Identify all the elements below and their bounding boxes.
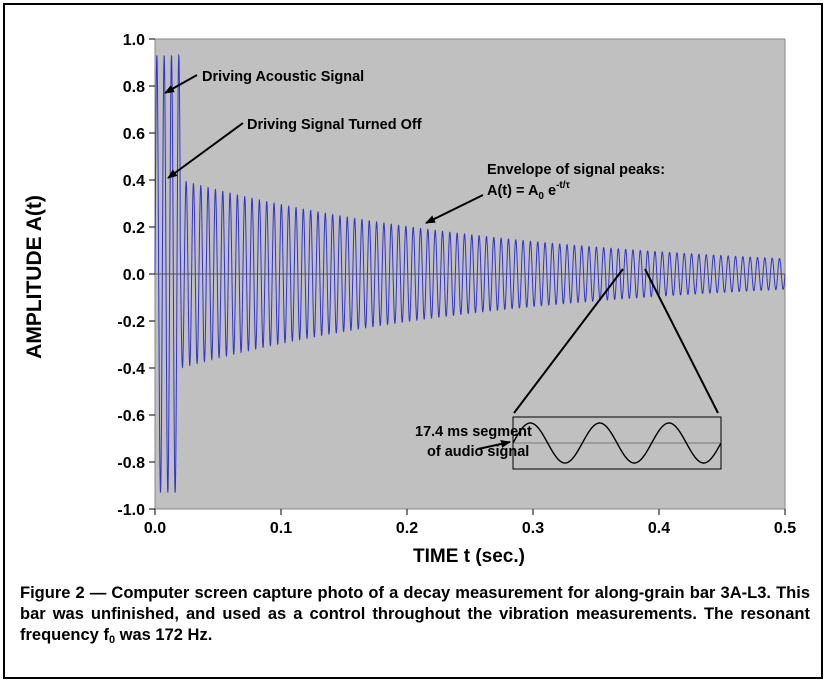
x-tick-label: 0.4 — [648, 520, 670, 537]
annotation-envelope: Envelope of signal peaks: A(t) = A0 e-t/… — [425, 162, 665, 224]
y-tick-label: 0.2 — [123, 220, 145, 237]
x-axis-label: TIME t (sec.) — [413, 546, 525, 567]
y-tick-label: 0.4 — [123, 173, 145, 190]
y-tick-label: -0.2 — [117, 314, 145, 331]
x-tick-label: 0.3 — [522, 520, 544, 537]
svg-text:Driving Acoustic Signal: Driving Acoustic Signal — [202, 69, 364, 85]
decay-chart: 1.0 0.8 0.6 0.4 0.2 0.0 -0.2 -0.4 -0.6 -0.8 -1.0 0… — [23, 32, 796, 567]
figure-caption: Figure 2 — Computer screen capture photo… — [20, 584, 810, 646]
y-tick-label: -1.0 — [117, 502, 145, 519]
svg-text:of audio signal: of audio signal — [427, 444, 529, 460]
x-tick-label: 0.5 — [774, 520, 796, 537]
annotation-driving: Driving Acoustic Signal — [164, 69, 364, 94]
y-tick-label: -0.4 — [117, 361, 145, 378]
x-tick-label: 0.2 — [396, 520, 418, 537]
x-tick-label: 0.1 — [270, 520, 292, 537]
svg-text:Driving Signal Turned Off: Driving Signal Turned Off — [247, 117, 422, 133]
svg-text:17.4 ms segment: 17.4 ms segment — [415, 424, 532, 440]
x-axis-ticks: 0.0 0.1 0.2 0.3 0.4 0.5 — [144, 509, 796, 537]
y-axis-label: AMPLITUDE A(t) — [23, 195, 46, 359]
y-tick-label: 0.8 — [123, 79, 145, 96]
y-axis-ticks: 1.0 0.8 0.6 0.4 0.2 0.0 -0.2 -0.4 -0.6 -0.8 -1.0 — [117, 32, 155, 519]
y-tick-label: 0.6 — [123, 126, 145, 143]
inset-waveform — [512, 422, 722, 464]
y-tick-label: -0.6 — [117, 408, 145, 425]
y-tick-label: 0.0 — [123, 267, 145, 284]
svg-text:A(t) = A0 e-t/τ: A(t) = A0 e-t/τ — [487, 180, 571, 202]
y-tick-label: -0.8 — [117, 455, 145, 472]
inset-zoom: 17.4 ms segment of audio signal — [415, 268, 722, 470]
annotation-turned-off: Driving Signal Turned Off — [167, 117, 422, 179]
x-tick-label: 0.0 — [144, 520, 166, 537]
svg-text:Envelope of signal peaks:: Envelope of signal peaks: — [487, 162, 665, 178]
figure-frame: 1.0 0.8 0.6 0.4 0.2 0.0 -0.2 -0.4 -0.6 -0.8 -1.0 0… — [3, 3, 823, 679]
y-tick-label: 1.0 — [123, 32, 145, 49]
